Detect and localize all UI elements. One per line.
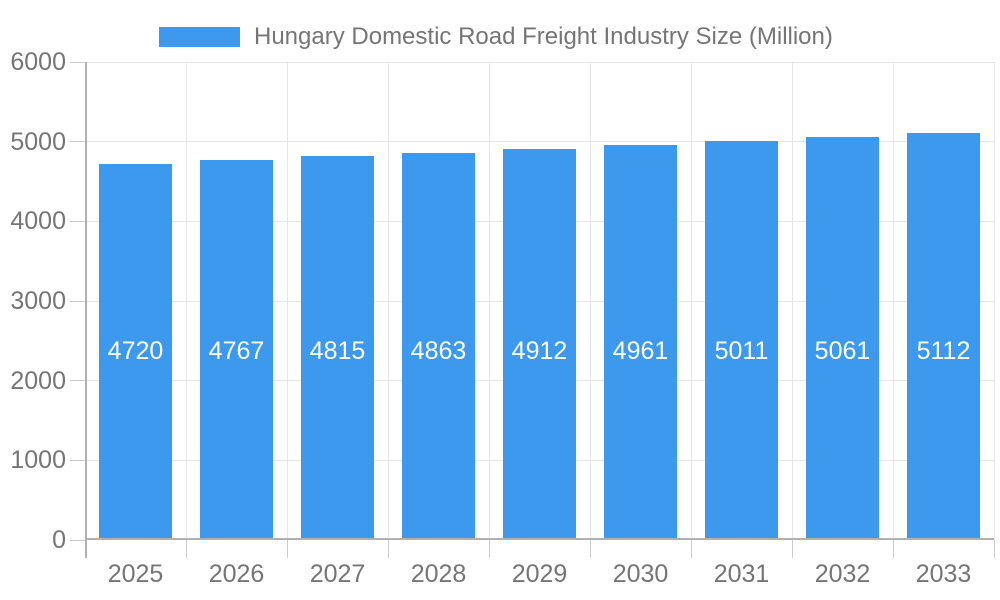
gridline — [387, 62, 389, 540]
bar-value-label: 4912 — [511, 337, 568, 365]
x-axis-tick-mark — [993, 540, 995, 558]
x-axis-line — [85, 538, 994, 540]
bar[interactable]: 4961 — [604, 144, 677, 540]
bar[interactable]: 5011 — [705, 140, 778, 540]
gridline — [791, 62, 793, 540]
y-axis-tick-label: 1000 — [10, 446, 66, 475]
y-axis-tick-label: 4000 — [10, 207, 66, 236]
gridline — [488, 62, 490, 540]
x-axis-tick-mark — [387, 540, 389, 558]
bar-value-label: 5061 — [814, 337, 871, 365]
x-axis-tick-label: 2032 — [814, 560, 871, 588]
bar-value-label: 4767 — [208, 337, 265, 365]
x-axis-tick-mark — [286, 540, 288, 558]
bar-value-label: 4863 — [410, 337, 467, 365]
x-axis-tick-label: 2028 — [410, 560, 467, 588]
y-axis-tick-mark — [70, 220, 85, 222]
bar-value-label: 4961 — [612, 337, 669, 365]
x-axis-tick-mark — [488, 540, 490, 558]
gridline — [85, 61, 994, 63]
gridline — [892, 62, 894, 540]
x-axis-tick-label: 2026 — [208, 560, 265, 588]
bar[interactable]: 4720 — [99, 163, 172, 540]
y-axis-line — [85, 62, 87, 558]
x-axis-tick-label: 2025 — [107, 560, 164, 588]
x-axis-tick-label: 2033 — [915, 560, 972, 588]
x-axis-tick-label: 2027 — [309, 560, 366, 588]
chart-legend[interactable]: Hungary Domestic Road Freight Industry S… — [159, 23, 833, 51]
gridline — [690, 62, 692, 540]
bar-value-label: 4815 — [309, 337, 366, 365]
gridline — [286, 62, 288, 540]
x-axis-tick-mark — [589, 540, 591, 558]
gridline — [185, 62, 187, 540]
gridline — [589, 62, 591, 540]
gridline — [85, 141, 994, 143]
y-axis-tick-mark — [70, 141, 85, 143]
y-axis-tick-label: 2000 — [10, 366, 66, 395]
bar[interactable]: 4767 — [200, 160, 273, 540]
x-axis-tick-mark — [791, 540, 793, 558]
chart-title: Hungary Domestic Road Freight Industry S… — [254, 23, 833, 50]
x-axis-tick-label: 2030 — [612, 560, 669, 588]
x-axis-tick-mark — [892, 540, 894, 558]
y-axis-tick-label: 6000 — [10, 48, 66, 76]
y-axis-tick-mark — [70, 300, 85, 302]
bar[interactable]: 4863 — [402, 152, 475, 540]
bar-value-label: 5112 — [916, 337, 971, 365]
bar[interactable]: 5112 — [907, 132, 980, 540]
gridline — [993, 62, 995, 540]
y-axis-tick-label: 0 — [52, 526, 66, 554]
bar-value-label: 4720 — [107, 337, 164, 365]
y-axis-tick-label: 5000 — [10, 127, 66, 156]
y-axis-tick-mark — [70, 61, 85, 63]
x-axis-tick-mark — [690, 540, 692, 558]
bar-value-label: 5011 — [714, 337, 769, 365]
y-axis-tick-mark — [70, 459, 85, 461]
x-axis-tick-label: 2029 — [511, 560, 568, 588]
x-axis-tick-label: 2031 — [713, 560, 770, 588]
y-axis-tick-mark — [70, 539, 85, 541]
bar[interactable]: 5061 — [806, 136, 879, 540]
plot-area: 4720 4767 4815 4863 4912 4961 5011 5061 5112 — [85, 61, 995, 540]
bar[interactable]: 4912 — [503, 148, 576, 540]
x-axis-tick-mark — [185, 540, 187, 558]
bar[interactable]: 4815 — [301, 156, 374, 540]
y-axis-tick-mark — [70, 380, 85, 382]
legend-swatch — [159, 27, 240, 47]
y-axis-tick-label: 3000 — [10, 287, 66, 315]
